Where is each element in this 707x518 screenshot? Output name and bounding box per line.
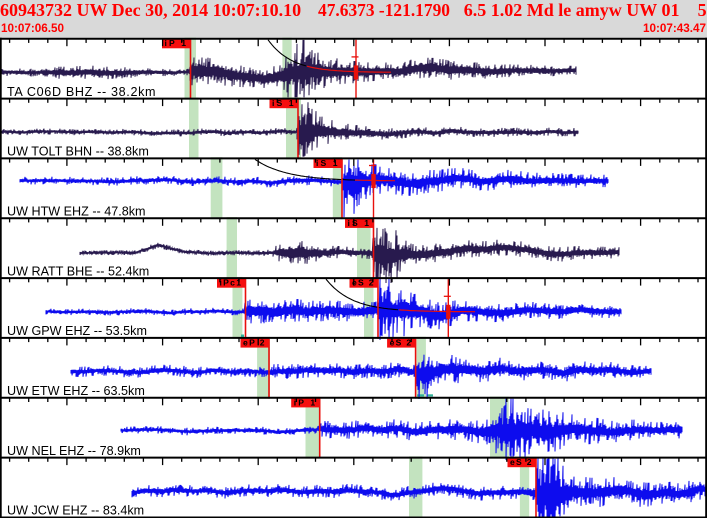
svg-text:UW JCW EHZ -- 83.4km: UW JCW EHZ -- 83.4km [7,504,144,518]
svg-text:eS 2: eS 2 [510,457,532,467]
svg-text:eP 2: eP 2 [243,337,265,347]
svg-text:TA C06D BHZ -- 38.2km: TA C06D BHZ -- 38.2km [7,85,156,99]
svg-text:UW NEL EHZ -- 78.9km: UW NEL EHZ -- 78.9km [7,444,141,458]
svg-text:UW GPW EHZ -- 53.5km: UW GPW EHZ -- 53.5km [7,324,147,338]
svg-text:eS 2: eS 2 [390,337,412,347]
svg-text:UW HTW EHZ -- 47.8km: UW HTW EHZ -- 47.8km [7,204,146,218]
svg-text:eS 2: eS 2 [352,278,374,288]
svg-text:UW ETW EHZ -- 63.5km: UW ETW EHZ -- 63.5km [7,384,145,398]
svg-text:iPc1: iPc1 [220,278,242,288]
svg-text:UW RATT BHE -- 52.4km: UW RATT BHE -- 52.4km [7,264,149,278]
svg-text:UW TOLT BHN -- 38.8km: UW TOLT BHN -- 38.8km [7,145,149,159]
